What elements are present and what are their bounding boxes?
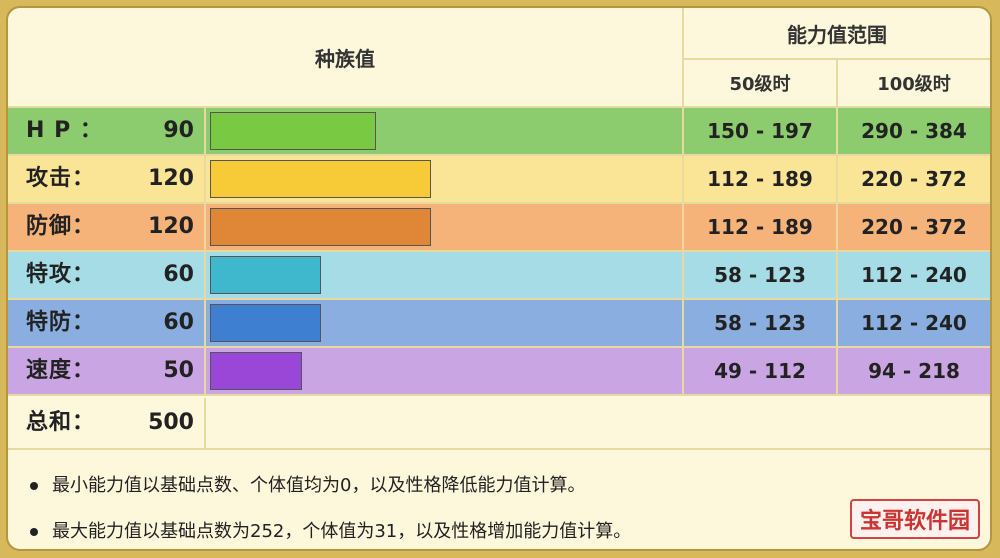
total-value: 500 [148,410,194,435]
stat-name: 特防： [26,310,96,335]
stat-name: 攻击： [26,166,96,191]
range-lv100: 112 - 240 [861,311,967,335]
lv100-header: 100级时 [877,74,951,95]
note-item: 最大能力值以基础点数为252，个体值为31，以及性格增加能力值计算。 [30,517,631,543]
note-max: 最大能力值以基础点数为252，个体值为31，以及性格增加能力值计算。 [52,521,632,542]
stat-row: H P ： 90 150 - 197 290 - 384 [8,108,990,154]
note-min: 最小能力值以基础点数、个体值均为0，以及性格降低能力值计算。 [52,475,586,496]
stats-card: 种族值 能力值范围 50级时 100级时 H P ： 90 150 - 197 290… [6,6,992,551]
range-header: 能力值范围 [787,22,887,47]
stat-bar-track [206,348,680,394]
stat-bar [210,304,321,342]
column-divider [682,108,684,396]
total-bottom-line [8,448,990,450]
total-row: 总和： 500 [8,398,990,448]
lv50-header: 50级时 [729,74,791,95]
watermark-logo: 宝哥软件园 [849,499,980,539]
bullet-icon [30,482,38,490]
stat-value: 90 [163,118,194,143]
bullet-icon [30,528,38,536]
range-lv50: 112 - 189 [707,215,813,239]
range-lv100: 220 - 372 [861,167,967,191]
total-vline [204,398,206,448]
stat-bar [210,256,321,294]
note-item: 最小能力值以基础点数、个体值均为0，以及性格降低能力值计算。 [30,471,585,497]
row-divider [8,394,990,396]
stat-row: 速度： 50 49 - 112 94 - 218 [8,348,990,394]
total-label: 总和： [26,410,96,435]
stat-bar [210,208,431,246]
stat-bar-track [206,156,680,202]
stat-value: 60 [163,262,194,287]
stat-bar-track [206,204,680,250]
range-lv100: 290 - 384 [861,119,967,143]
range-lv50: 58 - 123 [714,311,806,335]
stat-value: 120 [148,166,194,191]
range-lv50: 112 - 189 [707,167,813,191]
stat-bar [210,112,376,150]
range-lv50: 58 - 123 [714,263,806,287]
range-lv100: 94 - 218 [868,359,960,383]
stat-bar [210,160,431,198]
range-lv100: 112 - 240 [861,263,967,287]
stat-row: 特攻： 60 58 - 123 112 - 240 [8,252,990,298]
range-lv100: 220 - 372 [861,215,967,239]
stat-name: H P ： [26,118,103,143]
base-stats-header: 种族值 [315,46,375,71]
stat-bar-track [206,300,680,346]
stat-row: 防御： 120 112 - 189 220 - 372 [8,204,990,250]
stat-value: 50 [163,358,194,383]
range-lv50: 150 - 197 [707,119,813,143]
stat-row: 攻击： 120 112 - 189 220 - 372 [8,156,990,202]
stat-bar-track [206,108,680,154]
stat-bar-track [206,252,680,298]
notes-section: 最小能力值以基础点数、个体值均为0，以及性格降低能力值计算。 最大能力值以基础点… [8,451,990,549]
stat-name: 防御： [26,214,96,239]
row-divider [8,346,990,348]
stat-value: 120 [148,214,194,239]
column-divider [836,108,838,396]
row-divider [8,202,990,204]
stat-name: 特攻： [26,262,96,287]
column-divider [204,108,206,396]
row-divider [8,298,990,300]
stat-value: 60 [163,310,194,335]
stat-row: 特防： 60 58 - 123 112 - 240 [8,300,990,346]
stat-name: 速度： [26,358,96,383]
stat-bar [210,352,302,390]
header-vline-1 [682,8,684,106]
header-vline-2 [836,58,838,106]
row-divider [8,250,990,252]
row-divider [8,154,990,156]
header-bottom-line [8,106,990,108]
range-lv50: 49 - 112 [714,359,806,383]
